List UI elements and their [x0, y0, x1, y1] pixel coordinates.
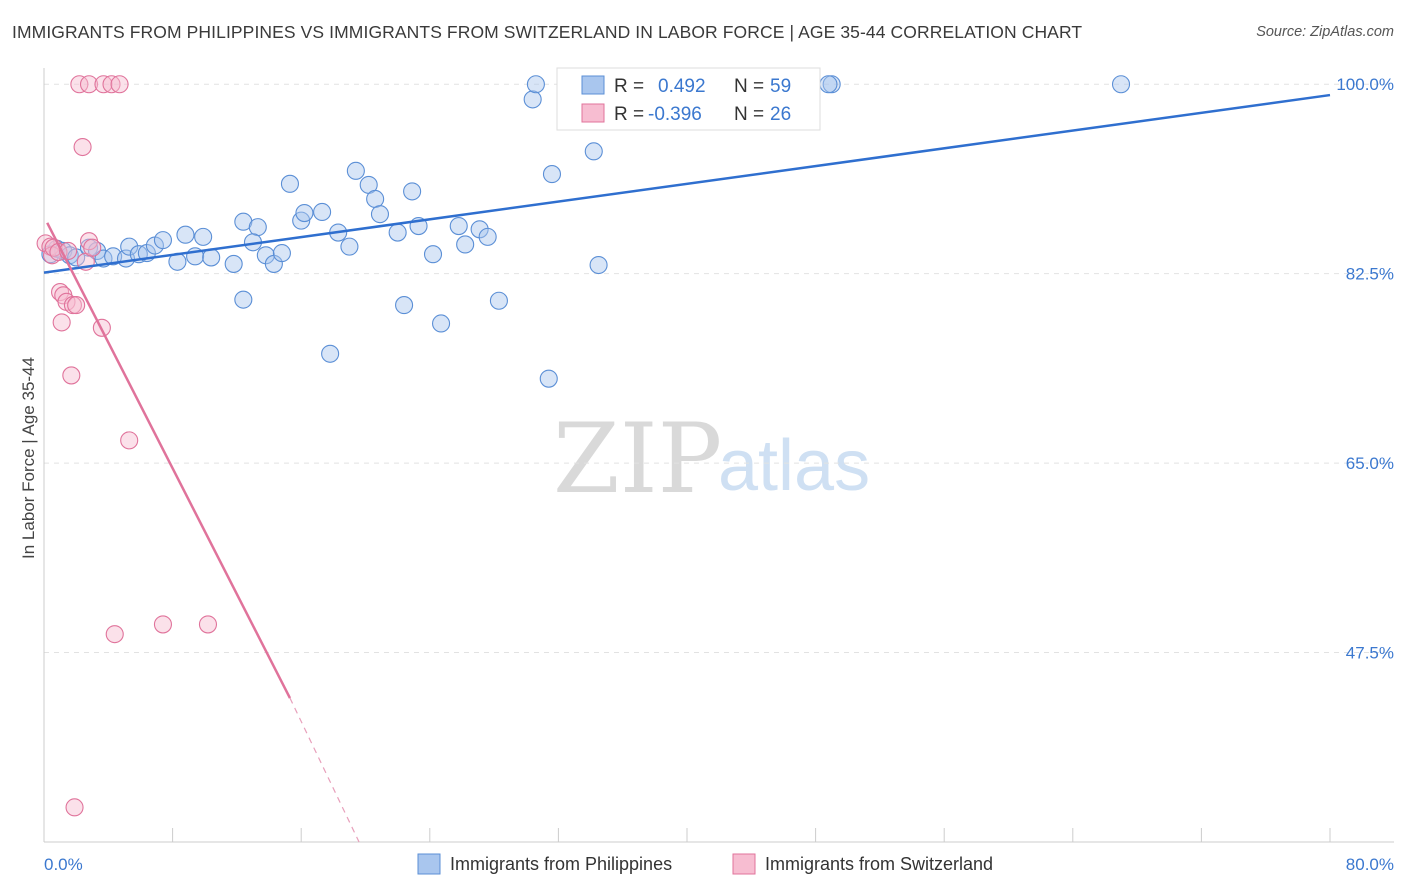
stats-swatch-switzerland: [581, 103, 605, 123]
switzerland-point: [65, 798, 84, 817]
philippines-point: [295, 204, 314, 223]
stats-swatch-philippines: [581, 75, 605, 95]
axes: [43, 68, 1394, 843]
trend-line-philippines: [43, 93, 1331, 274]
philippines-point: [280, 174, 299, 193]
philippines-point: [176, 225, 195, 244]
watermark: ZIP atlas: [553, 403, 870, 515]
stats-n-label-philippines: N =: [734, 76, 764, 97]
switzerland-point: [83, 238, 102, 257]
stats-n-value-philippines: 59: [770, 76, 791, 97]
philippines-point: [589, 255, 608, 275]
stats-r-label-philippines: R =: [614, 76, 644, 97]
switzerland-point: [52, 313, 71, 332]
y-tick-label: 47.5%: [1346, 644, 1394, 663]
switzerland-point: [110, 75, 129, 94]
switzerland-point: [36, 234, 55, 253]
stats-box: R = 0.492 N = 59 R = -0.396 N = 26: [556, 67, 821, 131]
legend: Immigrants from Philippines Immigrants f…: [417, 853, 993, 875]
philippines-point: [224, 254, 243, 273]
switzerland-point: [198, 615, 218, 634]
stats-n-value-switzerland: 26: [770, 104, 791, 125]
gridlines: [44, 83, 1394, 654]
switzerland-point: [105, 625, 124, 644]
source-credit: Source: ZipAtlas.com: [1256, 24, 1394, 40]
philippines-point: [234, 290, 253, 309]
y-tick-labels: 47.5% 65.0% 82.5% 100.0%: [1336, 75, 1394, 662]
switzerland-point: [120, 431, 139, 450]
philippines-point: [819, 75, 838, 94]
philippines-point: [542, 165, 562, 184]
chart-title: IMMIGRANTS FROM PHILIPPINES VS IMMIGRANT…: [12, 22, 1083, 42]
philippines-point: [366, 189, 385, 209]
philippines-point: [248, 218, 267, 237]
legend-label-switzerland: Immigrants from Switzerland: [765, 854, 993, 874]
legend-swatch-philippines: [417, 853, 441, 875]
philippines-point: [432, 314, 451, 333]
stats-r-value-switzerland: -0.396: [648, 104, 702, 125]
philippines-point: [1111, 75, 1131, 94]
philippines-point: [395, 296, 414, 315]
watermark-atlas: atlas: [718, 426, 870, 506]
philippines-point: [340, 237, 359, 256]
philippines-point: [321, 344, 340, 363]
y-axis-label: In Labor Force | Age 35-44: [19, 357, 38, 559]
y-tick-label: 65.0%: [1346, 454, 1394, 473]
switzerland-point: [79, 75, 99, 94]
switzerland-point: [73, 137, 92, 157]
philippines-point: [370, 205, 390, 224]
philippines-point: [539, 369, 558, 388]
philippines-point: [346, 161, 365, 180]
philippines-point: [584, 142, 603, 161]
switzerland-point: [70, 75, 89, 94]
philippines-point: [313, 202, 332, 222]
legend-label-philippines: Immigrants from Philippines: [450, 854, 672, 874]
philippines-point: [456, 235, 475, 254]
philippines-point: [403, 182, 422, 201]
trend-lines: [43, 93, 1331, 843]
philippines-point: [489, 291, 508, 310]
stats-r-value-philippines: 0.492: [658, 76, 706, 97]
switzerland-point: [62, 366, 81, 385]
philippines-point: [388, 223, 407, 242]
philippines-point: [272, 244, 291, 263]
stats-r-label-switzerland: R =: [614, 104, 644, 125]
switzerland-point: [153, 615, 173, 634]
y-tick-label: 82.5%: [1346, 265, 1394, 284]
trend-line-switzerland: [46, 222, 292, 699]
philippines-point: [120, 237, 139, 256]
legend-swatch-switzerland: [732, 853, 756, 875]
switzerland-point: [51, 283, 70, 302]
x-tick-marks: [43, 828, 1331, 842]
stats-n-label-switzerland: N =: [734, 104, 764, 125]
philippines-point: [449, 216, 468, 236]
philippines-point: [423, 245, 443, 264]
philippines-point: [523, 90, 542, 109]
series-switzerland-points: [36, 75, 218, 817]
philippines-point: [526, 75, 545, 94]
watermark-zip: ZIP: [553, 403, 722, 515]
x-tick-label-max: 80.0%: [1346, 855, 1394, 874]
trend-line-switzerland-extrapolated: [289, 697, 360, 843]
philippines-point: [153, 231, 173, 250]
philippines-point: [194, 227, 213, 246]
x-tick-label-min: 0.0%: [44, 855, 83, 874]
switzerland-point: [67, 296, 86, 315]
y-tick-label: 100.0%: [1336, 75, 1394, 94]
philippines-point: [478, 227, 497, 246]
